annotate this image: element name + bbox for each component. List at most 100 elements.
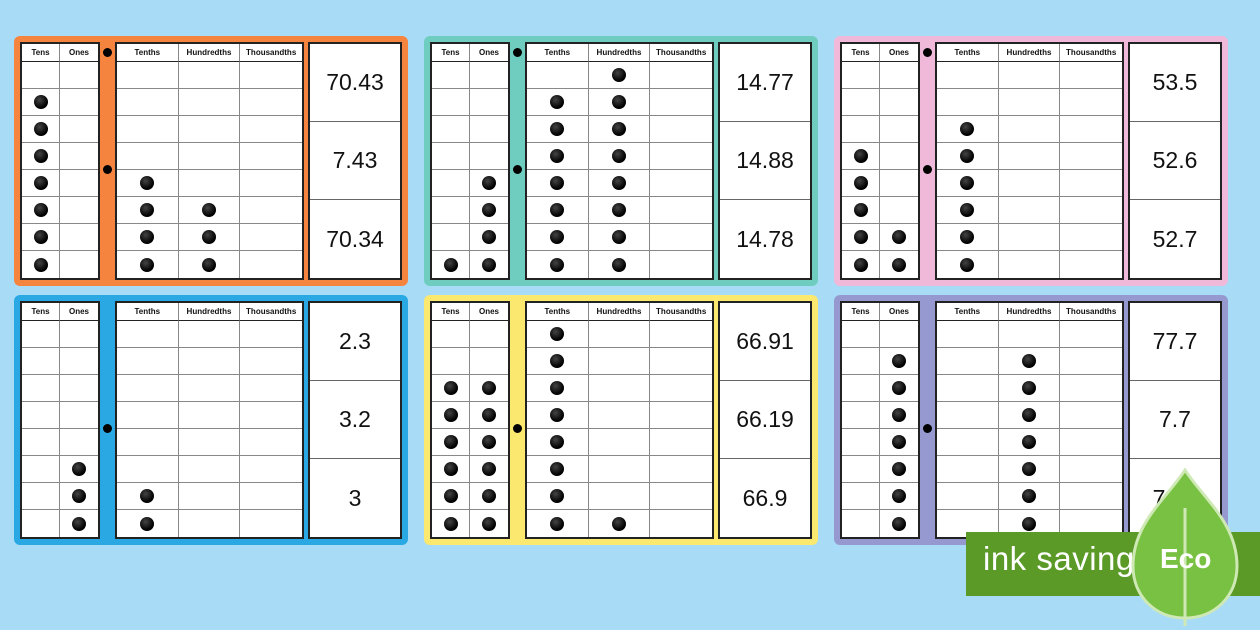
grid-cell [60, 251, 98, 278]
grid-cell [880, 224, 918, 251]
grid-cell [1060, 456, 1122, 483]
column-header-hundredths: Hundredths [998, 303, 1061, 321]
grid-cell [470, 429, 508, 456]
counter-dot [892, 354, 906, 368]
column-header-tens: Tens [432, 303, 470, 321]
grid-cell [240, 375, 302, 402]
counter-dot [1021, 435, 1036, 449]
grid-cell [842, 251, 880, 278]
grid-cell [240, 429, 302, 456]
column-header-hundredths: Hundredths [178, 44, 241, 62]
grid-cell [842, 89, 880, 116]
grid-cell [527, 62, 589, 89]
grid-cell [937, 402, 999, 429]
grid-cell [999, 510, 1061, 537]
grid-cell [588, 483, 651, 510]
grid-cell [60, 170, 98, 197]
grid-cell [22, 62, 60, 89]
grid-cell [1060, 402, 1122, 429]
answer-option[interactable]: 70.43 [310, 44, 400, 122]
answer-option[interactable]: 14.88 [720, 122, 810, 200]
grid-cell [842, 510, 880, 537]
counter-dot [1021, 489, 1036, 503]
grid-cell [588, 224, 651, 251]
counter-dot [33, 122, 48, 136]
answer-option[interactable]: 52.7 [1152, 225, 1198, 252]
answer-option[interactable]: 7.43 [310, 122, 400, 200]
grid-cell [650, 429, 712, 456]
answer-option[interactable]: 52.6 [1130, 122, 1220, 200]
grid-cell [527, 224, 589, 251]
grid-cell [470, 348, 508, 375]
answer-option[interactable]: 66.91 [720, 303, 810, 381]
answer-option[interactable]: 77.7 [1130, 303, 1220, 381]
grid-cell [22, 456, 60, 483]
answer-option[interactable]: 53.5 [1130, 44, 1220, 122]
column-header-hundredths: Hundredths [588, 303, 651, 321]
column-header-ones: Ones [880, 44, 918, 62]
counter-dot [550, 408, 565, 422]
counter-dot [140, 176, 155, 190]
grid-cell [998, 375, 1061, 402]
counter-dot [550, 381, 565, 395]
grid-cell [1060, 89, 1122, 116]
whole-number-table: Tens Ones [840, 301, 920, 539]
counter-dot [550, 122, 565, 136]
counter-dot [550, 354, 565, 368]
answer-option[interactable]: 66.9 [742, 484, 788, 511]
column-header-ones: Ones [880, 303, 918, 321]
grid-cell [432, 375, 470, 402]
counter-dot [892, 408, 906, 422]
counter-dot [550, 230, 565, 244]
counter-dot [1021, 408, 1036, 422]
grid-cell [240, 143, 302, 170]
grid-cell [880, 375, 918, 402]
grid-cell [22, 402, 60, 429]
grid-cell [842, 321, 880, 348]
answer-option[interactable]: 70.34 [326, 225, 384, 252]
grid-cell [178, 348, 241, 375]
decimal-point [513, 48, 522, 57]
grid-cell [470, 402, 508, 429]
answer-option[interactable]: 2.3 [310, 303, 400, 381]
grid-cell [240, 251, 302, 278]
grid-cell [22, 510, 60, 537]
answer-option[interactable]: 14.78 [736, 225, 794, 252]
grid-cell [60, 402, 98, 429]
counter-dot [892, 516, 906, 531]
grid-cell [432, 251, 470, 278]
grid-cell [117, 143, 179, 170]
answer-option[interactable]: 14.77 [720, 44, 810, 122]
answer-option[interactable]: 3 [348, 484, 362, 511]
decimal-point [923, 48, 932, 57]
decimal-table: Tenths Hundredths Thousandths [115, 42, 304, 280]
answer-option[interactable]: 7.7 [1130, 381, 1220, 459]
grid-cell [60, 321, 98, 348]
grid-cell [178, 170, 241, 197]
grid-cell [179, 251, 241, 278]
grid-cell [117, 402, 179, 429]
answer-option[interactable]: 3.2 [310, 381, 400, 459]
grid-cell [842, 170, 880, 197]
grid-cell [470, 483, 508, 510]
counter-dot [482, 408, 496, 422]
counter-dot [892, 257, 906, 272]
grid-cell [178, 224, 241, 251]
counter-dot [550, 176, 565, 190]
answer-option[interactable]: 66.19 [720, 381, 810, 459]
grid-cell [880, 483, 918, 510]
grid-cell [22, 321, 60, 348]
counter-dot [1021, 354, 1036, 368]
grid-cell [240, 321, 302, 348]
counter-dot [482, 489, 496, 503]
counter-dot [611, 149, 626, 163]
grid-cell [1060, 375, 1122, 402]
counter-dot [443, 257, 458, 272]
counter-dot [611, 176, 626, 190]
grid-cell [937, 89, 999, 116]
grid-cell [527, 143, 589, 170]
grid-cell [117, 483, 179, 510]
grid-cell [880, 116, 918, 143]
whole-number-table: Tens Ones [430, 301, 510, 539]
column-header-ones: Ones [470, 303, 508, 321]
